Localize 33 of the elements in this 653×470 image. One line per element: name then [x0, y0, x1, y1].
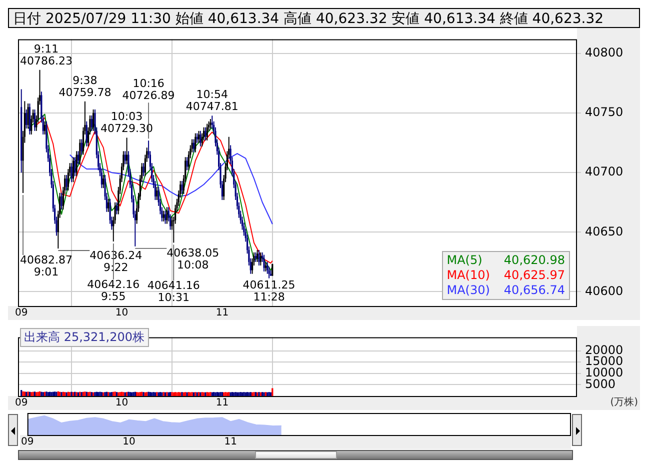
text: MA(5)	[446, 253, 482, 268]
y-tick-label: 40600	[585, 284, 624, 298]
annotation: 40642.16 9:55	[87, 278, 140, 303]
x-tick-label: 11	[224, 436, 237, 448]
annotation: 40,620.98	[504, 253, 565, 268]
annotation: 10:16 40726.89	[122, 76, 175, 102]
chart-title: 日付 2025/07/29 11:30 始値 40,613.34 高値 40,623.32 安値 40,613.34 終値 40,623.32	[8, 8, 640, 28]
x-tick-label: 10	[115, 398, 128, 409]
annotation: 40611.25 11:28	[242, 278, 296, 304]
annotation: 40,656.74	[504, 283, 565, 298]
y-tick-label: 15000	[585, 354, 624, 368]
x-tick-label: 11	[216, 308, 229, 319]
chart-title: 出来高 25,321,200株	[20, 328, 149, 347]
annotation: 40641.16 10:31	[147, 279, 200, 304]
annotation: 10:54 40747.81	[186, 88, 238, 114]
x-tick-label: 09	[14, 398, 28, 409]
x-tick-label: 09	[20, 436, 34, 448]
y-tick-label: 40650	[585, 224, 624, 238]
x-tick-label: 11	[216, 398, 229, 409]
x-tick-label: 10	[122, 436, 136, 448]
annotation: 9:38 40759.78	[58, 74, 112, 99]
text: MA(10)	[446, 268, 490, 283]
annotation: 9:11 40786.23	[20, 42, 72, 68]
annotation: 40682.87 9:01	[20, 253, 72, 278]
y-tick-label: 40800	[585, 46, 624, 60]
annotation: 40,625.97	[504, 268, 565, 283]
y-tick-label: 20000	[585, 342, 624, 357]
y-tick-label: 40700	[585, 164, 624, 179]
y-axis-title: (万株)	[610, 396, 638, 409]
text: MA(30)	[446, 283, 490, 298]
x-tick-label: 10	[115, 308, 128, 319]
x-tick-label: 09	[14, 308, 28, 319]
y-tick-label: 40750	[585, 105, 624, 120]
